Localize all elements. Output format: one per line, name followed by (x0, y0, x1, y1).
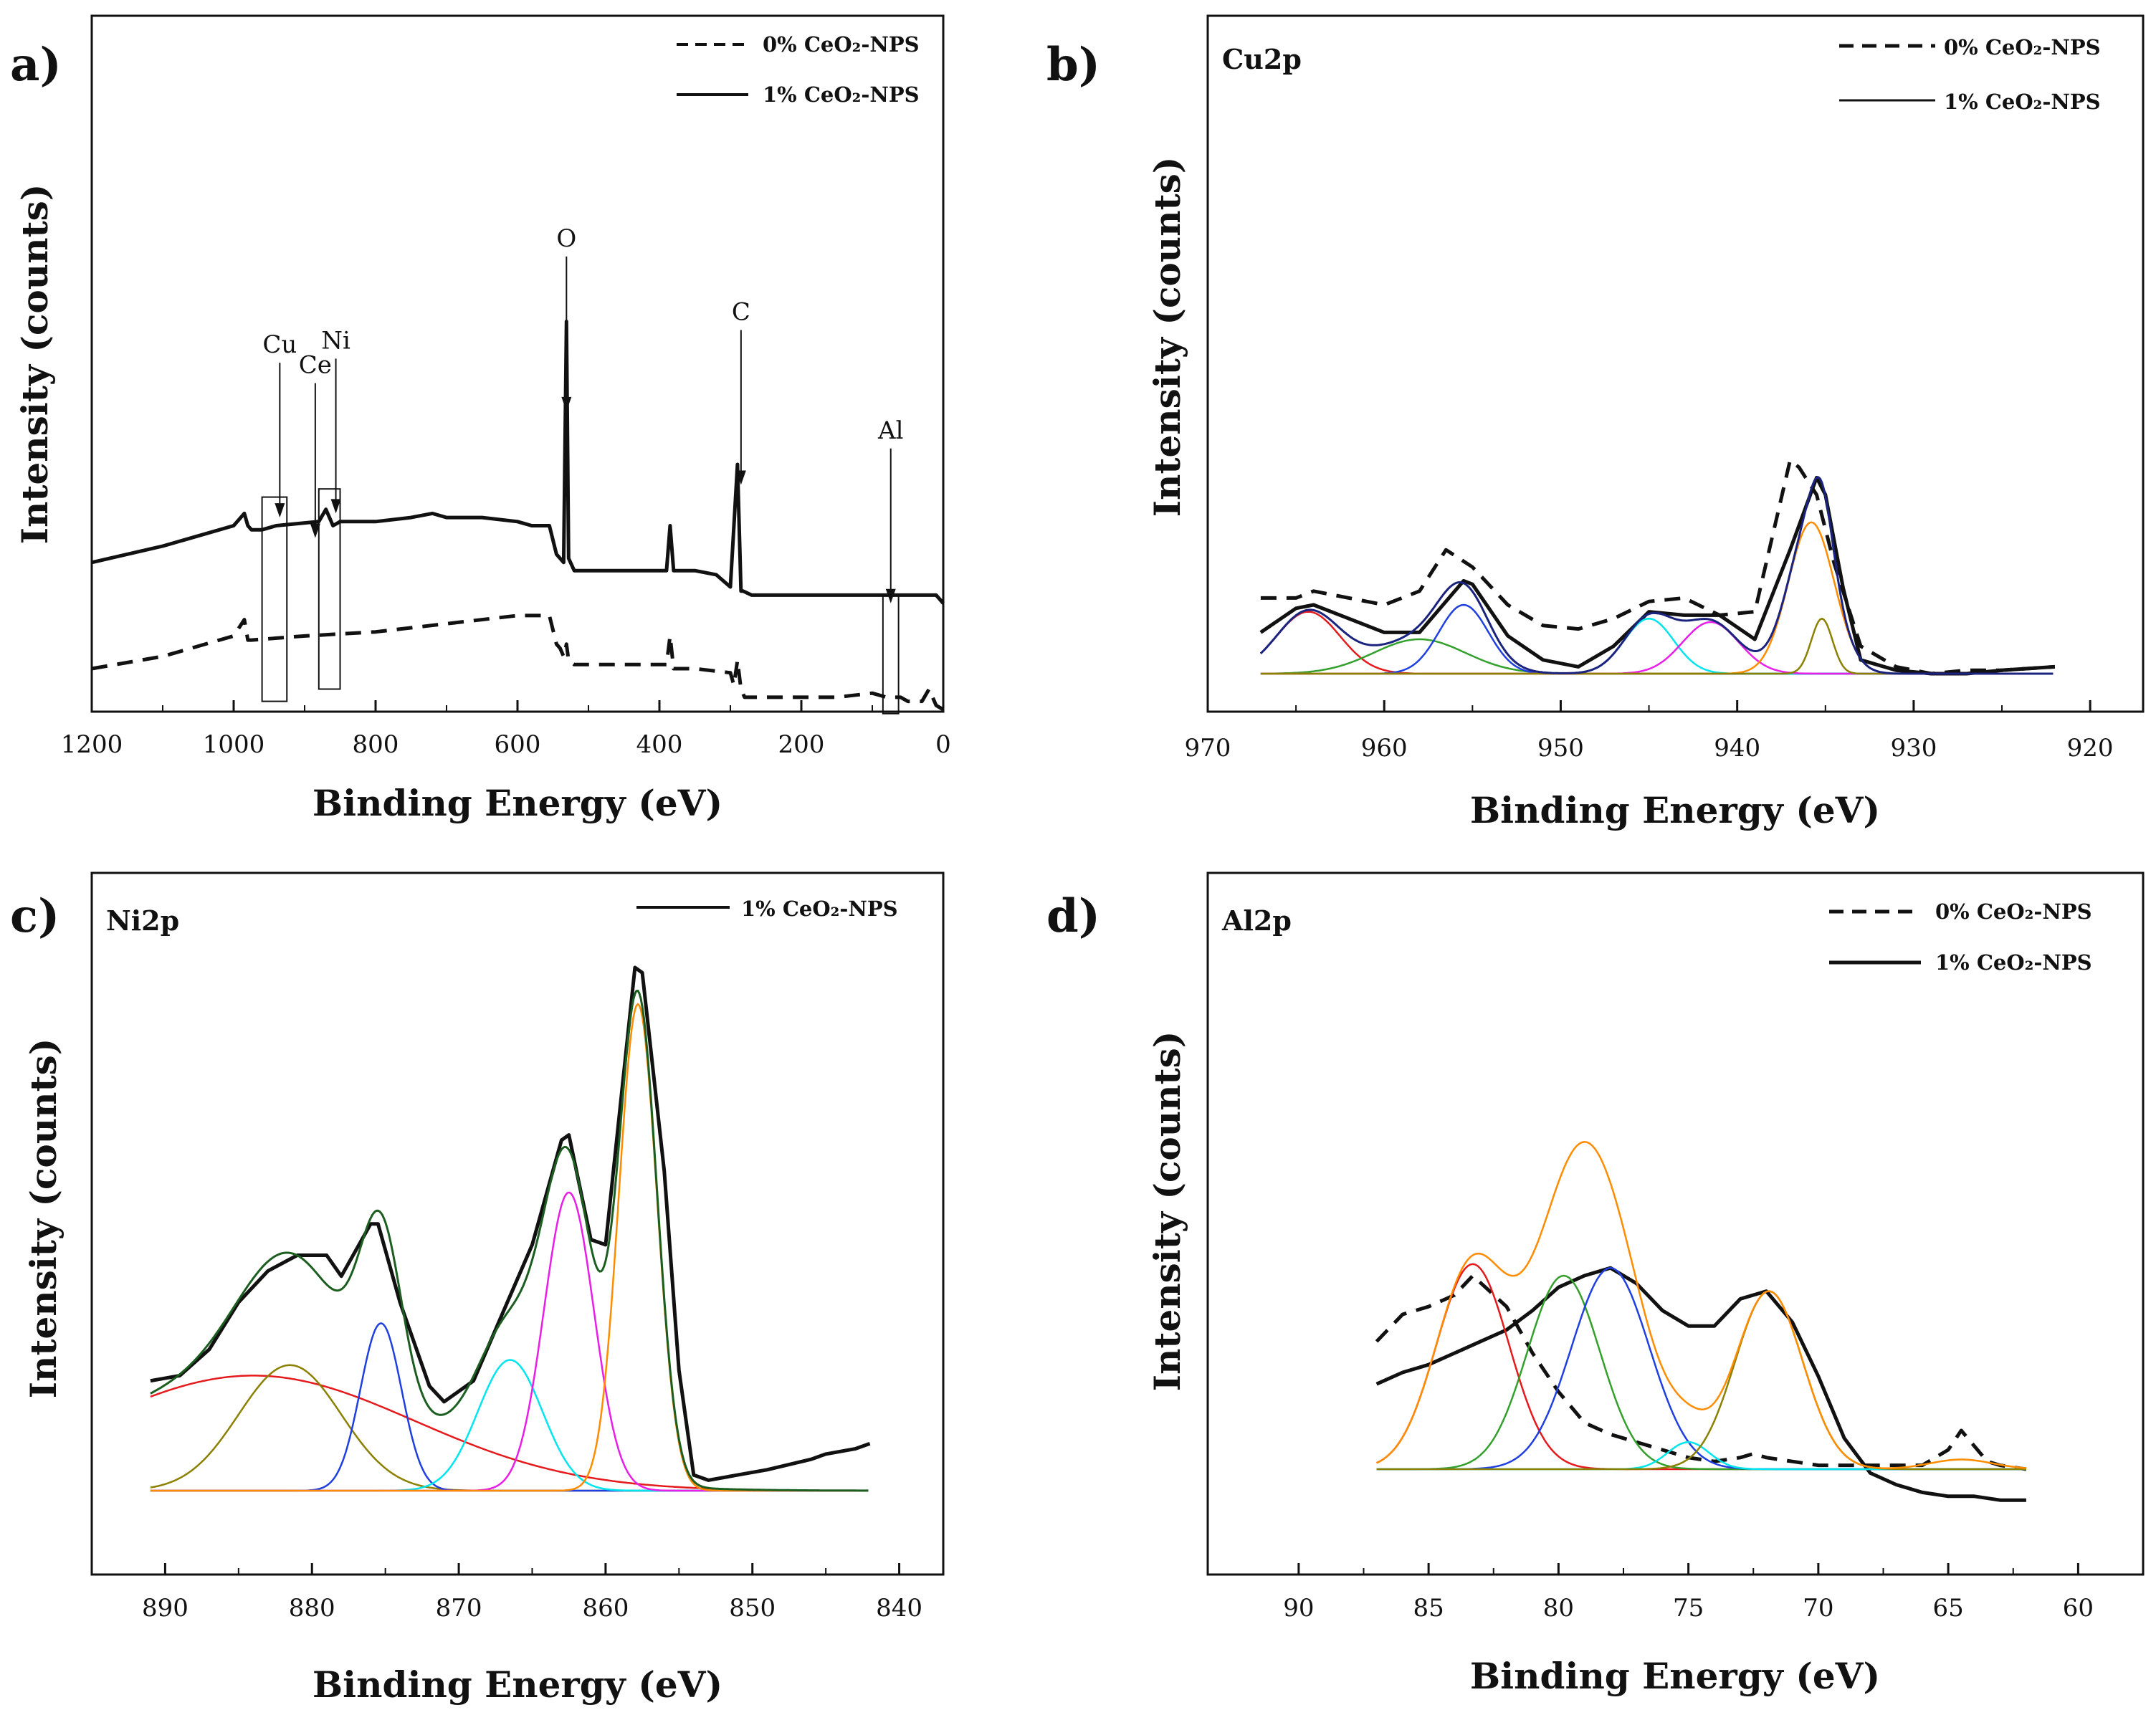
panel-d-frame (1206, 871, 2145, 1576)
x-tick-label: 60 (2063, 1594, 2094, 1623)
panel-c-letter: c) (10, 889, 59, 943)
peak-arrow-head (735, 470, 746, 485)
fit-component (150, 1322, 869, 1492)
legend-label: 0% CeO₂-NPS (1935, 899, 2092, 924)
peak-label: C (732, 298, 750, 327)
panel-d-xlabel: Binding Energy (eV) (1470, 1655, 1880, 1697)
panel-c-label: Ni2p (106, 904, 179, 937)
peak-arrow-head (310, 523, 320, 538)
x-tick-label: 850 (729, 1594, 776, 1623)
fit-component (1376, 1263, 2026, 1471)
peak-arrow-head (330, 499, 341, 514)
peak-arrow-head (885, 588, 896, 603)
series-line (150, 965, 871, 1482)
peak-arrow-head (561, 396, 572, 411)
fit-component (1260, 603, 2054, 675)
fit-component (150, 1003, 869, 1492)
x-tick-label: 940 (1714, 734, 1760, 763)
x-tick-label: 880 (289, 1594, 335, 1623)
panel-b-ylabel: Intensity (counts) (1146, 157, 1188, 517)
panel-b-frame (1206, 14, 2145, 713)
fit-envelope (1376, 1141, 2027, 1469)
legend-label: 1% CeO₂-NPS (1944, 90, 2101, 114)
legend-label: 0% CeO₂-NPS (1944, 35, 2101, 59)
peak-arrow-head (275, 503, 285, 518)
panel-c-ylabel: Intensity (counts) (22, 1038, 65, 1399)
fit-component (1376, 1290, 2026, 1471)
x-tick-label: 0 (935, 730, 951, 759)
x-tick-label: 85 (1413, 1594, 1444, 1623)
panel-d-ylabel: Intensity (counts) (1146, 1031, 1188, 1392)
panel-a-xlabel: Binding Energy (eV) (313, 782, 722, 824)
series-line (1259, 475, 2056, 676)
x-tick-label: 70 (1803, 1594, 1833, 1623)
x-tick-label: 75 (1673, 1594, 1704, 1623)
x-tick-label: 950 (1537, 734, 1584, 763)
panel-b-letter: b) (1046, 38, 1100, 92)
fit-envelope (1259, 476, 2054, 675)
panel-b-xlabel: Binding Energy (eV) (1470, 789, 1880, 831)
peak-label: Ce (299, 351, 332, 380)
x-tick-label: 920 (2067, 734, 2114, 763)
legend-label: 1% CeO₂-NPS (1935, 950, 2092, 975)
legend-label: 1% CeO₂-NPS (763, 82, 920, 107)
x-tick-label: 400 (636, 730, 683, 759)
panel-d-legend: 0% CeO₂-NPS 1% CeO₂-NPS (1829, 899, 2092, 975)
x-tick-label: 970 (1185, 734, 1231, 763)
panel-a-legend: 0% CeO₂-NPS 1% CeO₂-NPS (677, 32, 920, 107)
fit-component (150, 1191, 869, 1492)
panel-c-frame (90, 871, 945, 1576)
x-tick-label: 80 (1543, 1594, 1574, 1623)
x-tick-label: 860 (582, 1594, 629, 1623)
peak-label: O (556, 224, 576, 253)
x-tick-label: 890 (142, 1594, 189, 1623)
panel-a-frame (90, 14, 945, 713)
series-line (91, 613, 945, 712)
series-line (1375, 1266, 2026, 1502)
panel-d-label: Al2p (1221, 904, 1292, 937)
x-tick-label: 65 (1932, 1594, 1963, 1623)
panel-a-ylabel: Intensity (counts) (14, 184, 56, 545)
legend-label: 1% CeO₂-NPS (741, 897, 898, 921)
series-line (91, 320, 945, 605)
x-tick-label: 600 (495, 730, 541, 759)
x-tick-label: 1200 (61, 730, 123, 759)
x-tick-label: 1000 (203, 730, 265, 759)
region-box (261, 496, 288, 702)
panel-c-xlabel: Binding Energy (eV) (313, 1663, 722, 1706)
x-tick-label: 840 (876, 1594, 922, 1623)
fit-component (1376, 1266, 2026, 1471)
series-line (1260, 458, 2056, 676)
x-tick-label: 90 (1283, 1594, 1314, 1623)
region-box (882, 594, 900, 715)
panel-b-legend: 0% CeO₂-NPS 1% CeO₂-NPS (1839, 35, 2101, 114)
legend-label: 0% CeO₂-NPS (763, 32, 920, 57)
x-tick-label: 870 (436, 1594, 482, 1623)
x-tick-label: 930 (1890, 734, 1937, 763)
panel-a-letter: a) (10, 38, 62, 92)
peak-label: Ni (321, 326, 350, 355)
x-tick-label: 960 (1361, 734, 1408, 763)
fit-envelope (150, 989, 869, 1492)
panel-b-label: Cu2p (1222, 43, 1302, 75)
panel-d-letter: d) (1046, 889, 1100, 943)
fit-component (1376, 1274, 2026, 1471)
x-tick-label: 800 (353, 730, 399, 759)
panel-c-legend: 1% CeO₂-NPS (636, 897, 898, 921)
region-box (318, 488, 341, 690)
x-tick-label: 200 (778, 730, 825, 759)
series-line (1375, 1274, 2027, 1471)
peak-label: Cu (262, 330, 297, 359)
peak-label: Al (877, 416, 903, 445)
